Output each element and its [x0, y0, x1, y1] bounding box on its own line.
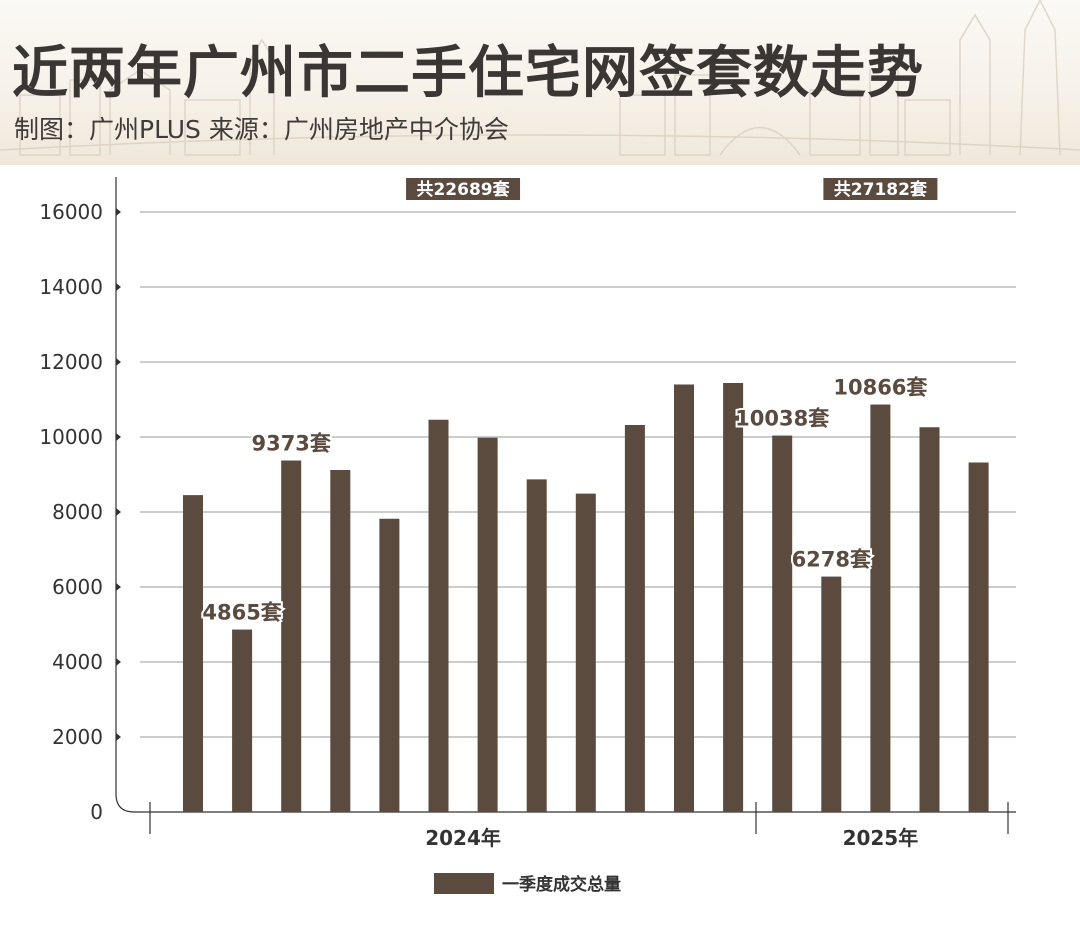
- bar: [772, 435, 793, 812]
- bar: [330, 470, 351, 812]
- bar: [183, 495, 203, 812]
- y-tick-label: 0: [90, 800, 103, 824]
- group-total-badge: [823, 178, 938, 200]
- data-label: 6278套: [792, 548, 871, 572]
- data-label: 10038套: [735, 407, 829, 431]
- y-tick-label: 2000: [52, 725, 103, 749]
- y-tick-label: 10000: [39, 425, 103, 449]
- bar: [723, 383, 744, 812]
- page-title: 近两年广州市二手住宅网签套数走势: [12, 40, 924, 106]
- y-tick-mark: [116, 358, 121, 366]
- y-tick-mark: [116, 208, 121, 216]
- y-tick-label: 12000: [39, 350, 103, 374]
- page-subtitle: 制图：广州PLUS 来源：广州房地产中介协会: [14, 115, 509, 144]
- data-label: 9373套: [251, 432, 330, 456]
- y-tick-mark: [116, 658, 121, 666]
- bar: [821, 576, 842, 812]
- legend-swatch: [434, 873, 494, 894]
- bar: [575, 493, 596, 812]
- group-total-badge: [406, 178, 521, 200]
- bar: [870, 404, 891, 812]
- y-tick-label: 16000: [39, 200, 103, 224]
- y-tick-label: 8000: [52, 500, 103, 524]
- y-tick-mark: [116, 283, 121, 291]
- bar: [477, 437, 498, 812]
- y-tick-label: 4000: [52, 650, 103, 674]
- data-label: 4865套: [202, 601, 281, 625]
- y-tick-mark: [116, 583, 121, 591]
- y-tick-mark: [116, 508, 121, 516]
- city-skyline-illustration: [0, 0, 1080, 156]
- bar: [379, 518, 400, 812]
- axis-line: [115, 177, 1016, 813]
- bar: [232, 629, 253, 812]
- bar-chart: 0 2000 4000 6000 8000 10000 12000 14000 16000 486…: [39, 177, 1016, 895]
- bar: [281, 460, 302, 812]
- bar: [968, 462, 989, 812]
- bar: [919, 427, 940, 812]
- group-total-label: 共27182套: [834, 179, 928, 200]
- bar: [428, 419, 449, 812]
- bar: [674, 384, 694, 812]
- bar: [526, 479, 547, 812]
- group-total-label: 共22689套: [416, 179, 510, 200]
- x-group-label: 2024年: [425, 826, 501, 850]
- data-label: 10866套: [833, 376, 927, 400]
- y-tick-mark: [116, 433, 121, 441]
- y-tick-label: 6000: [52, 575, 103, 599]
- header-banner: 近两年广州市二手住宅网签套数走势 制图：广州PLUS 来源：广州房地产中介协会: [0, 0, 1080, 165]
- y-tick-mark: [116, 733, 121, 741]
- x-group-label: 2025年: [843, 826, 919, 850]
- y-tick-label: 14000: [39, 275, 103, 299]
- bar: [624, 425, 645, 812]
- legend-label: 一季度成交总量: [502, 874, 621, 895]
